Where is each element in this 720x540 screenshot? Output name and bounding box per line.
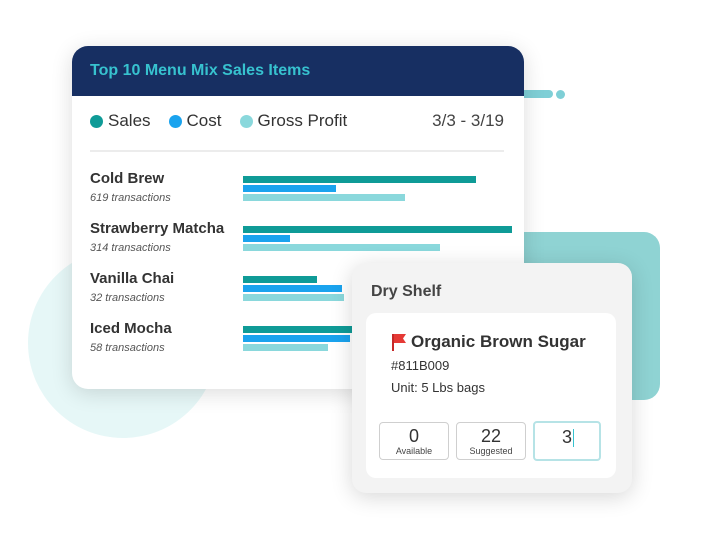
bar-sales — [243, 326, 358, 333]
legend-item-sales: Sales — [90, 111, 151, 131]
bar-gross-profit — [243, 194, 405, 201]
item-name: Strawberry Matcha — [90, 220, 225, 237]
available-value: 0 — [408, 426, 419, 446]
sales-title: Top 10 Menu Mix Sales Items — [90, 62, 311, 79]
chart-row: Iced Mocha 58 transactions — [90, 320, 504, 364]
legend-swatch-gross-profit — [239, 114, 253, 128]
available-box: 0 Available — [379, 422, 449, 460]
bar-sales — [243, 176, 476, 183]
item-name: Cold Brew — [90, 170, 165, 187]
suggested-label: Suggested — [469, 446, 513, 456]
chart-row: Vanilla Chai 32 transactions — [90, 270, 504, 314]
date-range: 3/3 - 3/19 — [432, 111, 504, 130]
bar-gross-profit — [243, 244, 440, 251]
bar-cost — [243, 335, 350, 342]
item-transactions: 32 transactions — [90, 292, 165, 304]
dry-shelf-card: Dry Shelf Organic Brown Sugar #811B009 U… — [352, 263, 632, 493]
bar-cost — [243, 185, 336, 192]
item-name: Iced Mocha — [90, 320, 172, 337]
product-card: Organic Brown Sugar #811B009 Unit: 5 Lbs… — [366, 313, 616, 478]
bar-gross-profit — [243, 344, 328, 351]
product-unit: Unit: 5 Lbs bags — [391, 380, 485, 395]
suggested-box: 22 Suggested — [456, 422, 526, 460]
available-label: Available — [395, 446, 433, 456]
bar-sales — [243, 276, 317, 283]
shelf-title: Dry Shelf — [371, 283, 442, 300]
bar-cost — [243, 235, 290, 242]
chart-row: Cold Brew 619 transactions — [90, 170, 504, 214]
item-transactions: 619 transactions — [90, 192, 171, 204]
item-transactions: 314 transactions — [90, 242, 171, 254]
legend-swatch-cost — [168, 114, 182, 128]
sales-header: Top 10 Menu Mix Sales Items — [72, 46, 524, 96]
legend: Sales Cost Gross Profit 3/3 - 3/19 — [90, 110, 504, 132]
divider — [90, 150, 504, 152]
legend-label-gross-profit: Gross Profit — [257, 111, 348, 130]
item-transactions: 58 transactions — [90, 342, 165, 354]
legend-label-sales: Sales — [108, 111, 151, 130]
legend-swatch-sales — [90, 114, 103, 128]
chart-row: Strawberry Matcha 314 transactions — [90, 220, 512, 264]
legend-item-cost: Cost — [168, 111, 222, 131]
legend-label-cost: Cost — [186, 111, 222, 130]
product-name: Organic Brown Sugar — [411, 332, 586, 351]
sales-card: Top 10 Menu Mix Sales Items Sales Cost G… — [72, 46, 524, 389]
flag-icon — [392, 334, 406, 351]
bar-gross-profit — [243, 294, 344, 301]
item-name: Vanilla Chai — [90, 270, 175, 287]
product-code: #811B009 — [391, 358, 450, 373]
suggested-value: 22 — [480, 426, 502, 446]
bar-sales — [243, 226, 512, 233]
text-cursor — [573, 429, 574, 447]
decorative-dot — [556, 90, 565, 99]
order-quantity-input[interactable] — [533, 421, 601, 461]
legend-item-gross-profit: Gross Profit — [239, 111, 348, 131]
bar-cost — [243, 285, 342, 292]
